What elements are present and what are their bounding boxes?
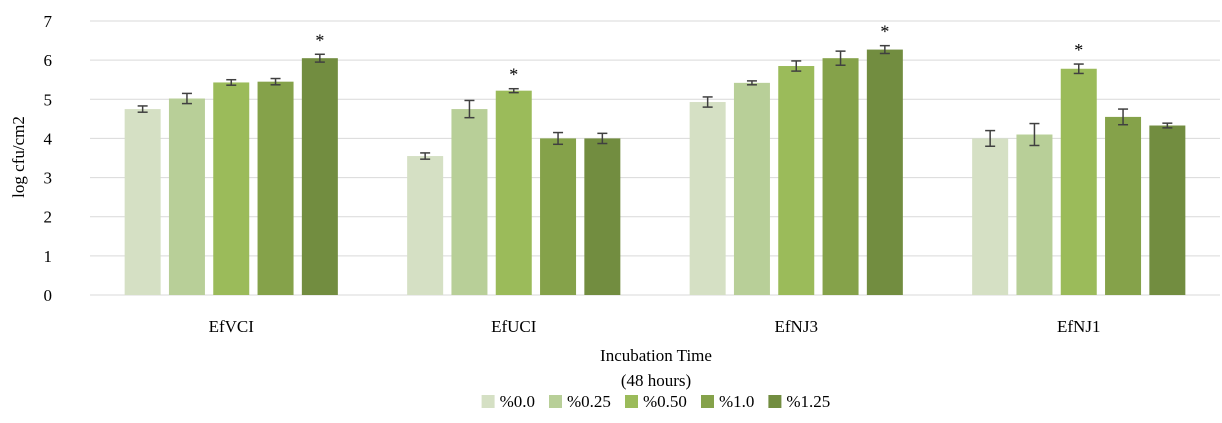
x-tick-label: EfNJ1 <box>1057 317 1100 336</box>
annotations: * * * * <box>315 22 1083 85</box>
y-tick-label: 6 <box>44 51 53 70</box>
bar <box>733 82 770 296</box>
legend-label: %0.50 <box>643 392 687 411</box>
x-axis-subtitle: (48 hours) <box>621 371 691 390</box>
legend: %0.0 %0.25 %0.50 %1.0 %1.25 <box>481 392 830 411</box>
bar <box>495 90 532 295</box>
bar <box>257 81 294 296</box>
x-tick-label: EfVCI <box>209 317 255 336</box>
y-tick-label: 3 <box>44 169 53 188</box>
legend-swatch <box>625 395 638 408</box>
bar <box>1060 68 1097 295</box>
bar <box>866 49 903 296</box>
legend-label: %0.0 <box>500 392 535 411</box>
significance-marker: * <box>315 30 324 50</box>
legend-swatch <box>768 395 782 408</box>
error-bars <box>137 44 1173 160</box>
legend-label: %1.25 <box>786 392 830 411</box>
x-tick-label: EfUCI <box>491 317 537 336</box>
y-tick-label: 2 <box>44 208 53 227</box>
legend-swatch <box>701 395 714 408</box>
significance-marker: * <box>1074 40 1083 60</box>
bar <box>451 109 488 295</box>
legend-label: %1.0 <box>719 392 754 411</box>
y-axis-title: log cfu/cm2 <box>9 116 28 198</box>
bar <box>822 58 859 295</box>
legend-label: %0.25 <box>567 392 611 411</box>
legend-swatch <box>481 395 495 408</box>
y-tick-label: 5 <box>44 90 53 109</box>
bar <box>972 138 1009 295</box>
bar <box>168 98 205 295</box>
x-tick-labels: EfVCI EfUCI EfNJ3 EfNJ1 <box>209 317 1101 336</box>
x-axis-title: Incubation Time <box>600 346 712 365</box>
bar <box>1105 116 1142 296</box>
bar <box>778 66 815 295</box>
y-tick-label: 0 <box>44 286 53 305</box>
bars <box>124 49 1186 296</box>
bar <box>1016 134 1053 295</box>
bar <box>213 82 250 295</box>
y-tick-label: 4 <box>44 129 53 148</box>
y-tick-label: 7 <box>44 12 53 31</box>
bar <box>689 102 726 295</box>
bar <box>540 138 577 295</box>
bar <box>1149 125 1186 295</box>
legend-swatch <box>549 395 562 408</box>
bar <box>301 58 338 295</box>
significance-marker: * <box>509 65 518 85</box>
x-tick-label: EfNJ3 <box>775 317 818 336</box>
bar <box>584 138 621 295</box>
y-tick-label: 1 <box>44 247 53 266</box>
significance-marker: * <box>880 22 889 42</box>
bar <box>407 156 444 295</box>
bar <box>124 109 161 295</box>
y-tick-labels: 0 1 2 3 4 5 6 7 <box>44 12 53 305</box>
